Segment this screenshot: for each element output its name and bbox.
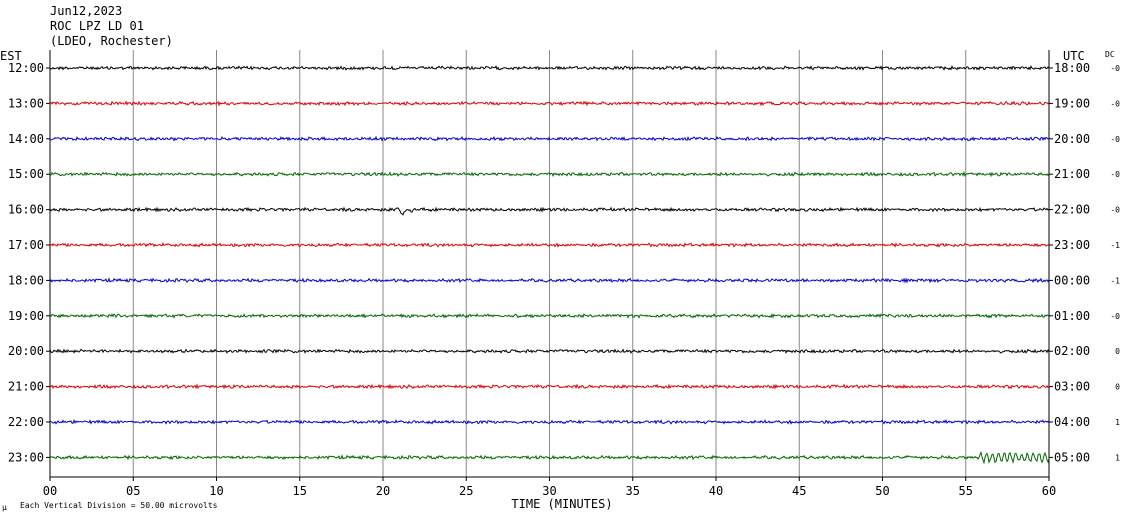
est-label: 13:00 bbox=[8, 96, 44, 110]
x-tick-label: 20 bbox=[376, 484, 390, 498]
header-network: (LDEO, Rochester) bbox=[50, 34, 173, 48]
dc-value: 0 bbox=[1115, 347, 1120, 356]
x-tick-label: 50 bbox=[875, 484, 889, 498]
utc-label: 04:00 bbox=[1054, 415, 1090, 429]
dc-value: -0 bbox=[1110, 312, 1120, 321]
x-tick-label: 30 bbox=[542, 484, 556, 498]
dc-value: -0 bbox=[1110, 135, 1120, 144]
est-label: 15:00 bbox=[8, 167, 44, 181]
trace-1300 bbox=[49, 100, 1050, 107]
utc-label: 19:00 bbox=[1054, 96, 1090, 110]
utc-label: 18:00 bbox=[1054, 61, 1090, 75]
trace-2100 bbox=[49, 383, 1050, 390]
trace-2200 bbox=[49, 419, 1050, 425]
trace-1600 bbox=[49, 206, 1050, 216]
x-tick-label: 05 bbox=[126, 484, 140, 498]
est-label: 16:00 bbox=[8, 203, 44, 217]
utc-label: 00:00 bbox=[1054, 273, 1090, 287]
traces bbox=[46, 64, 1053, 465]
trace-1700 bbox=[49, 242, 1050, 248]
dc-value: -1 bbox=[1110, 276, 1120, 285]
est-label: 19:00 bbox=[8, 309, 44, 323]
est-label: 20:00 bbox=[8, 344, 44, 358]
x-tick-label: 25 bbox=[459, 484, 473, 498]
x-tick-label: 60 bbox=[1042, 484, 1056, 498]
trace-1800 bbox=[49, 277, 1050, 284]
dc-value: -0 bbox=[1110, 206, 1120, 215]
trace-1500 bbox=[49, 170, 1050, 178]
dc-value: 0 bbox=[1115, 383, 1120, 392]
dc-value: -0 bbox=[1110, 64, 1120, 73]
est-label: 17:00 bbox=[8, 238, 44, 252]
est-label: 12:00 bbox=[8, 61, 44, 75]
grid bbox=[132, 50, 967, 477]
dc-value: -1 bbox=[1110, 241, 1120, 250]
dc-value: 1 bbox=[1115, 418, 1120, 427]
dc-value: -0 bbox=[1110, 99, 1120, 108]
utc-label: 03:00 bbox=[1054, 380, 1090, 394]
dc-value: 1 bbox=[1115, 453, 1120, 462]
trace-2300 bbox=[49, 450, 1050, 465]
x-tick-label: 35 bbox=[626, 484, 640, 498]
utc-label: 21:00 bbox=[1054, 167, 1090, 181]
x-tick-label: 10 bbox=[209, 484, 223, 498]
x-tick-label: 45 bbox=[792, 484, 806, 498]
utc-label: 01:00 bbox=[1054, 309, 1090, 323]
trace-2000 bbox=[49, 348, 1050, 355]
est-label: 18:00 bbox=[8, 273, 44, 287]
est-axis-label: EST bbox=[0, 49, 22, 63]
footer-note: Each Vertical Division = 50.00 microvolt… bbox=[20, 501, 218, 510]
est-label: 23:00 bbox=[8, 450, 44, 464]
footer-mark: µ bbox=[2, 503, 7, 512]
est-label: 21:00 bbox=[8, 380, 44, 394]
utc-label: 22:00 bbox=[1054, 203, 1090, 217]
utc-label: 23:00 bbox=[1054, 238, 1090, 252]
est-label: 14:00 bbox=[8, 132, 44, 146]
utc-label: 05:00 bbox=[1054, 450, 1090, 464]
x-tick-label: 55 bbox=[959, 484, 973, 498]
utc-axis-label: UTC bbox=[1063, 49, 1085, 63]
utc-label: 20:00 bbox=[1054, 132, 1090, 146]
est-label: 22:00 bbox=[8, 415, 44, 429]
x-tick-label: 15 bbox=[293, 484, 307, 498]
trace-1900 bbox=[49, 312, 1050, 319]
trace-1200 bbox=[49, 64, 1050, 71]
x-axis: 00 05 10 15 20 25 30 35 40 45 50 55 60 bbox=[43, 477, 1056, 498]
x-axis-label: TIME (MINUTES) bbox=[511, 497, 612, 511]
header-date: Jun12,2023 bbox=[50, 4, 122, 18]
utc-label: 02:00 bbox=[1054, 344, 1090, 358]
row-labels: 12:00 18:00 -0 13:00 19:00 -0 14:00 20:00 -0 15:0… bbox=[8, 61, 1120, 464]
x-tick-label: 40 bbox=[709, 484, 723, 498]
x-tick-label: 00 bbox=[43, 484, 57, 498]
dc-label: DC bbox=[1105, 50, 1115, 59]
trace-1400 bbox=[49, 135, 1050, 142]
dc-value: -0 bbox=[1110, 170, 1120, 179]
header-station: ROC LPZ LD 01 bbox=[50, 19, 144, 33]
